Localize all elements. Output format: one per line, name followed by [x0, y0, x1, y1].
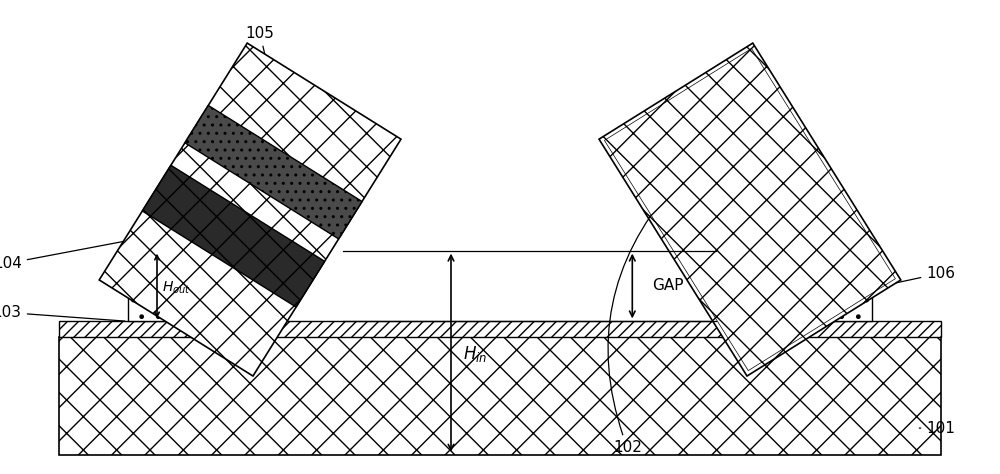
Bar: [59, 321, 941, 337]
Text: 103: 103: [0, 305, 125, 321]
Text: 101: 101: [919, 420, 955, 436]
Polygon shape: [185, 105, 362, 239]
Text: 105: 105: [245, 26, 276, 102]
Text: 106: 106: [875, 266, 955, 287]
Polygon shape: [142, 165, 325, 307]
Text: $H_{out}$: $H_{out}$: [162, 280, 191, 296]
Polygon shape: [599, 43, 901, 376]
Bar: [745, 251, 872, 321]
Bar: [59, 337, 941, 455]
Text: $H_{in}$: $H_{in}$: [463, 344, 487, 364]
Text: 102: 102: [608, 187, 673, 455]
Polygon shape: [99, 43, 401, 376]
Text: 104: 104: [0, 237, 149, 271]
Text: GAP: GAP: [652, 279, 683, 293]
Bar: [128, 251, 255, 321]
